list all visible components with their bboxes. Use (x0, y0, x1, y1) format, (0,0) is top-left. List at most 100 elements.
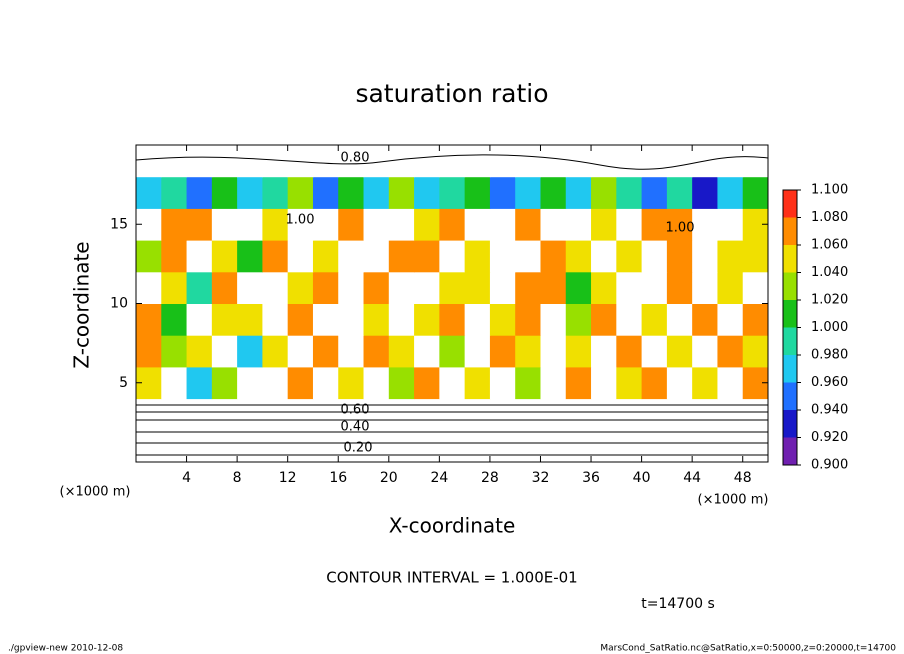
cell (666, 366, 693, 400)
cell (692, 208, 718, 241)
contour-label: 0.80 (341, 151, 370, 166)
cell (414, 430, 440, 463)
contour-interval: CONTOUR INTERVAL = 1.000E-01 (326, 569, 577, 587)
cell (186, 176, 213, 209)
cell (717, 398, 744, 431)
cell (287, 430, 314, 463)
cell (616, 335, 643, 368)
cell (338, 208, 365, 241)
cell (616, 176, 643, 209)
cell (312, 176, 339, 209)
x-tick-label: 16 (329, 470, 347, 486)
cell (742, 303, 769, 336)
cell (515, 240, 541, 273)
x-tick-label: 8 (233, 470, 242, 486)
colorbar-label: 0.960 (811, 375, 848, 390)
cell (591, 398, 617, 431)
cell (287, 271, 314, 304)
cell (717, 335, 744, 368)
cell (591, 366, 617, 400)
cell (338, 271, 365, 304)
cell (692, 398, 718, 431)
x-tick-label: 20 (380, 470, 398, 486)
cell (161, 398, 188, 431)
cell (540, 208, 567, 241)
x-axis-label: X-coordinate (389, 514, 516, 538)
cell (464, 176, 491, 209)
cell (489, 145, 516, 178)
cell (540, 335, 567, 368)
cell (312, 240, 339, 273)
colorbar-band (783, 327, 797, 355)
cell (591, 271, 617, 304)
cell (312, 271, 339, 304)
cell (363, 303, 390, 336)
colorbar-label: 1.000 (811, 320, 848, 335)
cell (666, 271, 693, 304)
cell (591, 240, 617, 273)
cell (388, 271, 415, 304)
colorbar-band (783, 410, 797, 438)
cell (338, 145, 365, 178)
cell (464, 271, 491, 304)
contour-label: 0.40 (341, 420, 370, 435)
cell (186, 240, 213, 273)
cell (439, 430, 466, 463)
cell (262, 303, 289, 336)
cell (388, 398, 415, 431)
y-unit: (×1000 m) (60, 485, 131, 500)
colorbar-band (783, 300, 797, 328)
cell (464, 208, 491, 241)
y-tick-label: 15 (110, 216, 128, 232)
cell (540, 271, 567, 304)
cell (464, 145, 491, 178)
cell (489, 303, 516, 336)
cell (388, 145, 415, 178)
cell (717, 240, 744, 273)
cell (641, 176, 668, 209)
x-tick-label: 48 (734, 470, 752, 486)
cell (666, 240, 693, 273)
cell (616, 303, 643, 336)
colorbar-label: 0.980 (811, 348, 848, 363)
x-tick-label: 24 (430, 470, 448, 486)
cell (414, 145, 440, 178)
cell (414, 208, 440, 241)
colorbar-band (783, 355, 797, 383)
cell (262, 366, 289, 400)
cell (717, 303, 744, 336)
cell (591, 335, 617, 368)
cell (338, 398, 365, 431)
cell (363, 208, 390, 241)
cell (616, 208, 643, 241)
cell (186, 335, 213, 368)
colorbar-band (783, 382, 797, 410)
cell (742, 271, 769, 304)
cell (692, 430, 718, 463)
cell (414, 366, 440, 400)
cell (262, 335, 289, 368)
colorbar-band (783, 245, 797, 273)
cell (666, 145, 693, 178)
cell (591, 208, 617, 241)
cell (388, 430, 415, 463)
cell (616, 430, 643, 463)
cell (312, 366, 339, 400)
colorbar-label: 0.920 (811, 430, 848, 445)
contour-label: 0.20 (344, 441, 373, 456)
cell (515, 271, 541, 304)
cell (464, 430, 491, 463)
cell (540, 176, 567, 209)
cell (717, 176, 744, 209)
x-tick-label: 4 (182, 470, 191, 486)
cell (515, 145, 541, 178)
cell (439, 398, 466, 431)
cell (489, 398, 516, 431)
cell (237, 335, 263, 368)
cell (312, 430, 339, 463)
cell (161, 366, 188, 400)
x-tick-label: 44 (683, 470, 701, 486)
cell (565, 398, 592, 431)
cell (666, 176, 693, 209)
